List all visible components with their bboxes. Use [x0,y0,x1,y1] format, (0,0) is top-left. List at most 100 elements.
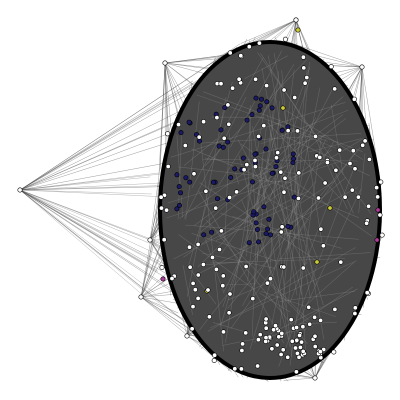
graph-edge [218,64,295,187]
graph-edge [187,181,214,268]
graph-edge [275,286,353,342]
graph-edge [201,96,344,228]
graph-node-white [263,335,269,341]
graph-node-white [333,167,339,173]
graph-node-blue [269,170,275,176]
graph-edge [285,109,364,160]
graph-edge [250,135,326,157]
graph-node-white [337,147,343,153]
graph-edge [19,80,194,191]
graph-edge [19,189,156,294]
graph-node-white [165,164,171,170]
graph-node-blue [174,172,180,178]
graph-node-white [138,294,144,300]
graph-node-white [269,346,275,352]
graph-edge [215,230,308,344]
graph-edge [220,119,281,327]
graph-node-blue [279,127,285,133]
graph-node-white [282,175,288,181]
graph-node-blue [250,179,256,185]
graph-edge [283,40,363,68]
graph-node-white [164,207,170,213]
graph-node-white [342,194,348,200]
graph-edge [205,219,313,328]
graph-node-white [312,333,318,339]
graph-edge [212,322,245,332]
graph-node-white [312,314,318,320]
graph-edge [19,189,174,263]
graph-edge [19,189,162,197]
graph-node-blue [255,239,261,245]
graph-node-white [243,330,249,336]
graph-edge [164,62,186,99]
graph-edge [279,290,356,302]
graph-node-white [366,203,372,209]
graph-node-white [312,375,318,381]
graph-edge [220,212,306,242]
graph-node-white [214,115,220,121]
graph-edge [210,260,357,329]
graph-edge [269,77,311,199]
graph-node-white [220,283,226,289]
graph-node-white [322,180,328,186]
graph-edge [237,139,316,286]
graph-node-magenta [374,237,380,243]
graph-node-white [288,317,294,323]
graph-node-white [306,304,312,310]
graph-edge [300,180,336,204]
graph-node-white [359,64,365,70]
graph-edge [253,177,346,257]
graph-node-white [161,237,167,243]
graph-node-blue [257,103,263,109]
graph-node-white [187,264,193,270]
graph-node-white [255,337,261,343]
graph-node-white [278,229,284,235]
graph-edge [261,96,275,209]
graph-node-white [301,65,307,71]
graph-node-blue [291,194,297,200]
graph-node-white [302,80,308,86]
graph-node-white [195,272,201,278]
graph-node-white [292,345,298,351]
graph-edge [224,283,257,286]
hull-layer [158,40,382,380]
graph-node-blue [210,179,216,185]
graph-node-blue [265,226,271,232]
graph-node-blue [285,223,291,229]
graph-edge [189,268,217,305]
graph-node-white [196,134,202,140]
graph-node-white [240,341,246,347]
graph-node-blue [187,179,193,185]
graph-edge [271,87,321,325]
graph-node-white [374,185,380,191]
graph-edge [19,189,166,278]
graph-node-white [297,344,303,350]
graph-node-white [17,187,23,193]
graph-edge [241,143,372,237]
nodes-layer [17,17,385,381]
graph-node-white [307,321,313,327]
graph-edge [294,176,306,351]
graph-node-white [299,339,305,345]
graph-node-white [352,310,358,316]
graph-node-white [221,135,227,141]
graph-edge [279,69,308,330]
graph-node-white [232,366,238,372]
graph-node-white [162,60,168,66]
graph-node-white [238,366,244,372]
graph-node-white [312,133,318,139]
graph-edge [19,189,168,246]
graph-node-blue [220,144,226,150]
graph-edge [167,160,304,204]
graph-node-blue [222,105,228,111]
graph-edge [274,177,303,296]
graph-node-blue [240,155,246,161]
graph-node-white [285,128,291,134]
graph-node-white [352,166,358,172]
graph-edge [232,216,342,249]
graph-node-white [226,121,232,127]
graph-node-blue [174,206,180,212]
graph-edge [179,164,257,219]
graph-node-white [278,351,284,357]
graph-node-blue [246,240,252,246]
